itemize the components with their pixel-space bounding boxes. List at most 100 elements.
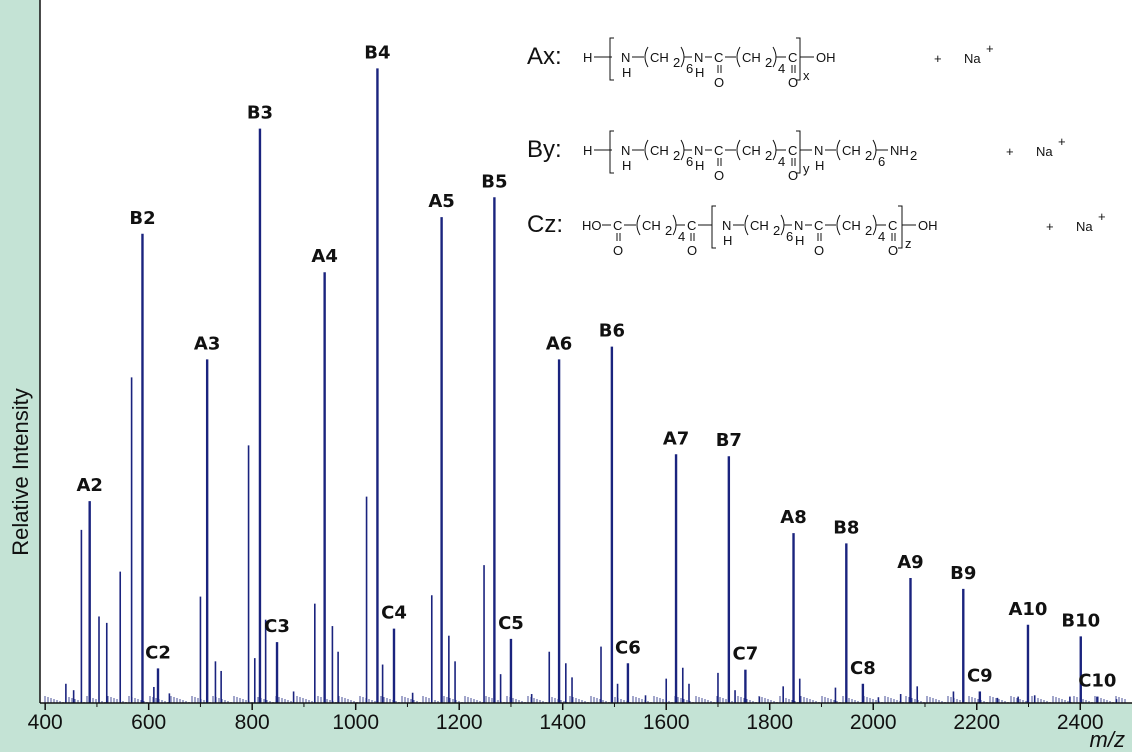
peak-label-c4: C4 [381,603,407,624]
formula-cz-o2: O [687,243,697,258]
formula-cz-tag: Cz: [527,211,563,238]
formula-ax-o2: O [788,75,798,90]
x-axis-label: m/z [1090,727,1125,752]
formula-cz-oh: OH [918,218,938,233]
x-tick-label-600: 600 [131,711,166,734]
formula-cz-c3: C [814,218,823,233]
formula-cz-sub4-1: 4 [678,229,685,244]
formula-ax-plus: + [934,51,942,66]
formula-by-ch2-1: CH [650,143,669,158]
formula-ax-sub6: 6 [686,61,693,76]
formula-by: By: H N H CH 2 6 N H C O CH 2 4 [527,130,1066,183]
formula-by-sub2-1: 2 [673,148,680,163]
formula-cz-plus: + [1046,219,1054,234]
formula-ax-o1: O [714,75,724,90]
formula-ax-nh2: H [695,65,704,80]
peak-label-c9: C9 [967,665,993,686]
formula-cz-sub2-1: 2 [665,223,672,238]
peak-label-a6: A6 [546,333,572,354]
x-tick-label-2400: 2400 [1057,711,1104,734]
peak-label-a4: A4 [311,246,337,267]
formula-cz-sub6: 6 [786,229,793,244]
peak-label-c8: C8 [850,658,876,679]
peak-label-b10: B10 [1061,610,1100,631]
formula-by-h: H [583,143,592,158]
peak-label-b6: B6 [599,321,625,342]
formula-by-n1: N [621,143,630,158]
formula-by-o2: O [788,168,798,183]
formula-ax-c2: C [788,50,797,65]
x-tick-label-2000: 2000 [850,711,897,734]
plot-area [40,0,1132,703]
formula-ax-ch2-2: CH [742,50,761,65]
formula-cz-nh1: H [723,233,732,248]
peak-label-b8: B8 [833,517,859,538]
formula-by-c2: C [788,143,797,158]
x-tick-label-1600: 1600 [643,711,690,734]
formula-ax-na: Na [964,51,981,66]
formula-cz-repeat: z [905,236,912,251]
formula-cz-ch2-2: CH [750,218,769,233]
peak-label-b4: B4 [364,42,390,63]
peak-label-a3: A3 [194,333,220,354]
formula-by-sub4: 4 [778,154,785,169]
x-axis-ticks: 400 600 800 1000 1200 1400 1600 1800 2000 2200 240… [28,703,1104,734]
formula-ax-sub2-1: 2 [673,55,680,70]
formula-by-plus: + [1006,144,1014,159]
formula-ax-charge: + [986,41,994,56]
formula-by-nh1: H [622,158,631,173]
formula-ax-oh: OH [816,50,836,65]
formula-ax-c1: C [714,50,723,65]
x-tick-label-400: 400 [28,711,63,734]
x-tick-label-1800: 1800 [746,711,793,734]
peak-label-c7: C7 [733,644,759,665]
formula-cz-c2: C [687,218,696,233]
formula-by-nh2: H [695,158,704,173]
formula-ax-n1: N [621,50,630,65]
formula-cz-c1: C [613,218,622,233]
formula-by-sub2-3: 2 [865,148,872,163]
formula-cz-charge: + [1098,209,1106,224]
peak-label-c3: C3 [264,616,290,637]
formula-cz-n1: N [722,218,731,233]
formula-cz-c4: C [888,218,897,233]
x-tick-label-1200: 1200 [436,711,483,734]
formula-ax-n2: N [694,50,703,65]
formula-cz-sub4-2: 4 [878,229,885,244]
formula-by-sub2-4: 2 [910,148,917,163]
formula-ax-sub2-2: 2 [765,55,772,70]
formula-by-n3: N [814,143,823,158]
peak-layer [44,68,1126,703]
formula-by-n2: N [694,143,703,158]
peak-label-b7: B7 [716,430,742,451]
formula-cz-nh2: H [795,233,804,248]
formula-by-nh3: H [815,158,824,173]
y-axis-label: Relative Intensity [8,388,33,556]
formula-legend: Ax: H N H CH 2 6 N H C O CH 2 4 [527,37,1106,258]
peak-label-c2: C2 [145,642,171,663]
peak-label-b5: B5 [481,171,507,192]
formula-by-na: Na [1036,144,1053,159]
formula-cz: Cz: HO C O CH 2 4 C O N H CH 2 [527,205,1106,258]
formula-by-c1: C [714,143,723,158]
x-tick-label-1000: 1000 [332,711,379,734]
peak-label-a5: A5 [428,191,454,212]
formula-by-tag: By: [527,136,562,163]
formula-by-sub2-2: 2 [765,148,772,163]
formula-cz-ho: HO [582,218,602,233]
formula-by-repeat: y [803,161,810,176]
formula-cz-n2: N [794,218,803,233]
formula-by-ch2-3: CH [842,143,861,158]
formula-ax-h: H [583,50,592,65]
peak-label-a10: A10 [1008,599,1047,620]
peak-label-a8: A8 [780,507,806,528]
peak-label-b3: B3 [247,103,273,124]
x-tick-label-2200: 2200 [953,711,1000,734]
formula-cz-na: Na [1076,219,1093,234]
formula-ax-ch2-1: CH [650,50,669,65]
formula-cz-sub2-2: 2 [773,223,780,238]
formula-ax: Ax: H N H CH 2 6 N H C O CH 2 4 [527,37,994,90]
formula-cz-o4: O [888,243,898,258]
formula-cz-ch2-1: CH [642,218,661,233]
peak-label-a7: A7 [663,428,689,449]
